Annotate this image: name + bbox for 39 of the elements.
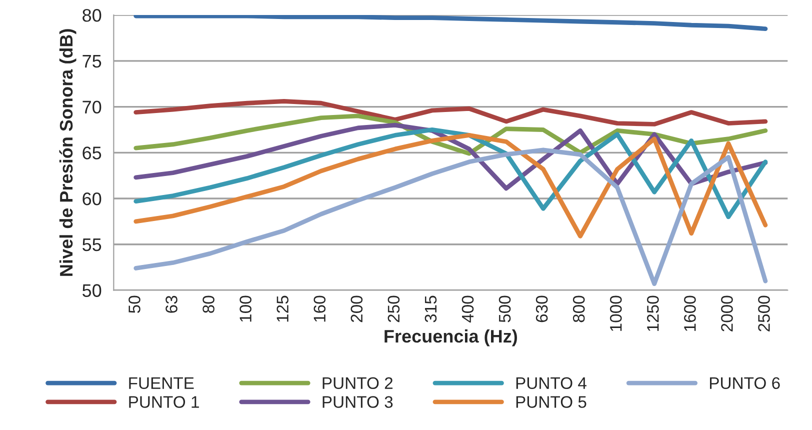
x-tick-label: 100 — [240, 296, 252, 322]
y-tick-label: 55 — [82, 238, 102, 252]
x-tick-label: 315 — [424, 296, 437, 322]
legend-label: PUNTO 3 — [322, 396, 393, 408]
legend-label: PUNTO 1 — [129, 396, 199, 408]
line-series — [134, 15, 768, 32]
x-axis-title: Frecuencia (Hz) — [384, 329, 517, 346]
y-tick-label: 80 — [82, 8, 102, 22]
line-series — [134, 148, 768, 286]
x-tick-label: 630 — [536, 296, 548, 322]
y-tick-label: 50 — [82, 284, 102, 297]
x-tick-label: 1600 — [684, 296, 696, 331]
y-tick-label: 65 — [82, 146, 102, 160]
line-series — [134, 99, 768, 126]
x-tick-label: 2500 — [758, 296, 770, 332]
line-series — [134, 127, 768, 220]
line-series — [134, 132, 768, 238]
legend-label: PUNTO 5 — [516, 396, 586, 408]
x-tick-label: 400 — [462, 296, 474, 323]
legend-label: PUNTO 6 — [710, 377, 780, 390]
y-tick-label: 75 — [82, 55, 102, 68]
x-tick-label: 250 — [388, 296, 400, 322]
x-tick-label: 500 — [498, 296, 511, 322]
y-tick-label: 60 — [82, 192, 102, 206]
x-tick-label: 160 — [314, 296, 326, 322]
y-tick-label: 70 — [82, 100, 102, 114]
legend-label: FUENTE — [129, 377, 194, 390]
legend-label: PUNTO 4 — [516, 377, 586, 390]
x-tick-label: 200 — [350, 296, 363, 322]
x-tick-label: 50 — [128, 296, 140, 313]
x-tick-label: 63 — [166, 296, 178, 313]
y-axis-title: Nivel de Presión Sonora (dB) — [59, 29, 76, 276]
x-tick-label: 80 — [202, 296, 214, 313]
x-tick-label: 800 — [572, 296, 585, 322]
x-tick-label: 2000 — [721, 296, 733, 332]
x-tick-label: 1250 — [647, 296, 659, 331]
x-tick-label: 125 — [276, 296, 288, 322]
x-tick-label: 1000 — [610, 296, 622, 331]
legend-label: PUNTO 2 — [322, 377, 393, 390]
